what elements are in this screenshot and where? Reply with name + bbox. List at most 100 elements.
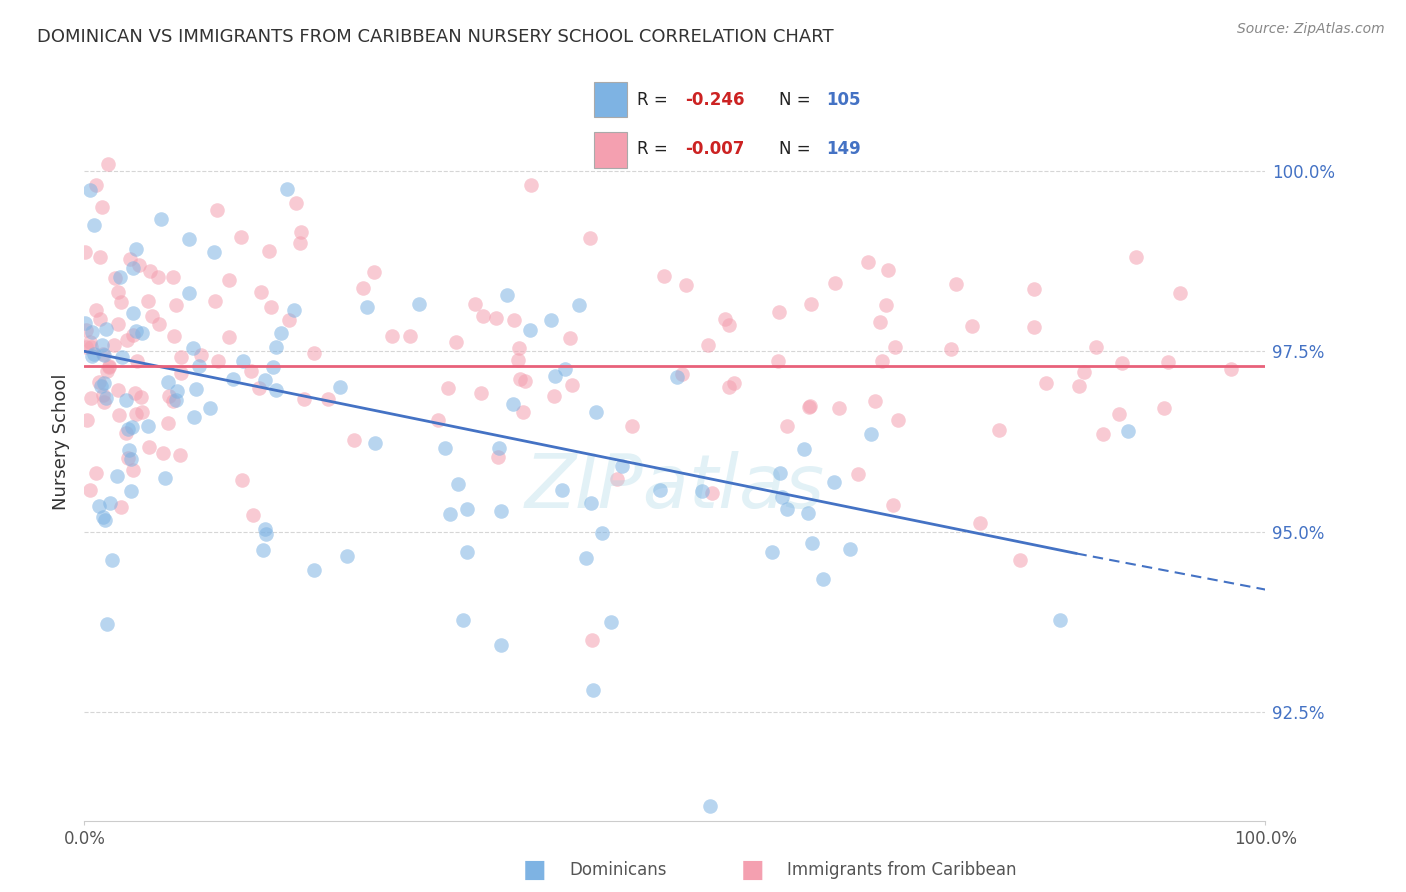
Point: [118, 252, 141, 267]
Point: [218, 329, 240, 343]
Point: [83, 347, 105, 361]
Point: [205, 203, 228, 218]
Point: [107, 285, 129, 299]
Point: [79, 483, 101, 497]
Point: [139, 263, 162, 277]
Point: [799, 400, 821, 414]
Point: [876, 263, 898, 277]
Text: ■: ■: [741, 858, 763, 881]
Point: [98, 496, 121, 510]
Point: [117, 333, 139, 347]
Point: [184, 382, 207, 396]
Point: [813, 572, 835, 586]
Point: [75, 340, 97, 354]
Point: [578, 231, 600, 245]
Point: [202, 245, 225, 260]
Point: [434, 441, 457, 455]
Point: [117, 450, 139, 465]
Point: [165, 297, 187, 311]
Point: [200, 401, 222, 415]
Point: [138, 440, 160, 454]
Point: [356, 300, 378, 314]
Point: [89, 375, 111, 389]
Text: Source: ZipAtlas.com: Source: ZipAtlas.com: [1237, 22, 1385, 37]
Point: [231, 474, 253, 488]
Point: [82, 349, 104, 363]
Text: R =: R =: [637, 141, 673, 159]
Point: [591, 525, 613, 540]
Point: [183, 410, 205, 425]
Point: [254, 527, 277, 541]
Point: [290, 225, 312, 239]
Point: [671, 367, 693, 381]
Point: [122, 328, 145, 343]
Point: [107, 317, 129, 331]
Point: [79, 340, 101, 354]
Point: [148, 317, 170, 331]
Point: [1022, 282, 1045, 296]
Point: [364, 436, 387, 450]
Point: [824, 276, 846, 290]
Point: [717, 379, 740, 393]
Point: [94, 391, 117, 405]
Text: -0.007: -0.007: [685, 141, 744, 159]
Point: [118, 442, 141, 457]
Point: [1125, 250, 1147, 264]
Point: [162, 394, 184, 409]
Point: [561, 378, 583, 392]
Point: [470, 385, 492, 400]
Point: [801, 535, 824, 549]
Point: [187, 359, 209, 373]
Point: [149, 211, 172, 226]
Point: [1220, 362, 1243, 376]
Point: [776, 501, 799, 516]
Point: [89, 311, 111, 326]
Point: [343, 433, 366, 447]
Point: [170, 366, 193, 380]
Text: N =: N =: [779, 91, 815, 109]
Point: [121, 463, 143, 477]
Point: [108, 408, 131, 422]
Point: [284, 196, 307, 211]
Point: [222, 372, 245, 386]
Point: [600, 615, 623, 630]
Point: [540, 313, 562, 327]
Point: [100, 553, 122, 567]
Point: [1067, 378, 1090, 392]
Point: [232, 354, 254, 368]
Point: [856, 254, 879, 268]
Point: [80, 392, 103, 406]
Point: [157, 416, 180, 430]
Point: [1157, 355, 1180, 369]
Point: [472, 309, 495, 323]
Point: [290, 236, 312, 251]
Point: [264, 383, 287, 397]
Point: [717, 318, 740, 332]
Point: [496, 288, 519, 302]
Point: [1084, 340, 1107, 354]
Point: [125, 407, 148, 421]
Point: [91, 509, 114, 524]
Point: [131, 405, 153, 419]
Point: [141, 309, 163, 323]
Point: [1008, 553, 1031, 567]
Point: [152, 446, 174, 460]
Point: [98, 359, 121, 374]
Text: ■: ■: [523, 858, 546, 881]
Point: [519, 323, 541, 337]
Point: [122, 261, 145, 276]
Point: [304, 564, 326, 578]
Point: [93, 388, 115, 402]
Point: [491, 504, 513, 518]
Point: [838, 542, 860, 557]
Point: [146, 269, 169, 284]
Point: [800, 297, 823, 311]
Point: [960, 319, 983, 334]
Point: [90, 379, 112, 393]
Point: [426, 413, 449, 427]
Point: [723, 376, 745, 391]
Point: [700, 485, 723, 500]
Point: [76, 412, 98, 426]
Point: [97, 359, 120, 374]
Point: [117, 422, 139, 436]
